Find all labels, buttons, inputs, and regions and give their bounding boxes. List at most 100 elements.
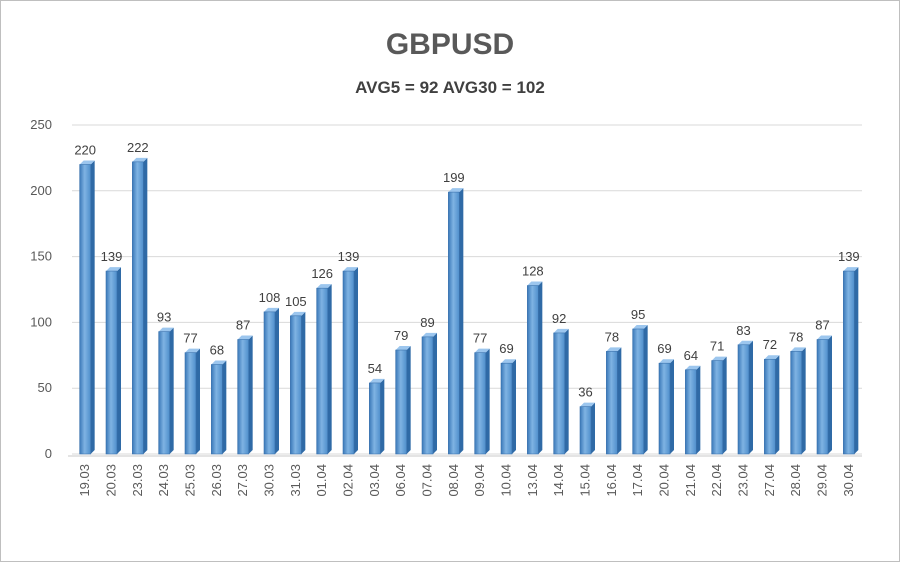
bar-front	[737, 344, 750, 455]
data-label: 199	[443, 170, 465, 185]
bar-front	[211, 364, 223, 455]
bar-front	[448, 191, 460, 455]
x-tick-label: 16.04	[604, 464, 619, 497]
bar-01.04	[316, 284, 332, 455]
data-label: 126	[311, 266, 333, 281]
bar-07.04	[421, 332, 437, 455]
x-tick-label: 23.04	[736, 464, 751, 497]
bar-front	[342, 270, 355, 455]
bar-side	[301, 311, 306, 454]
y-axis: 0 50 100 150 200 250	[30, 117, 52, 461]
data-label: 139	[838, 249, 860, 264]
bar-20.04	[658, 359, 674, 455]
y-tick-label: 100	[30, 314, 52, 329]
bar-top	[422, 332, 437, 337]
bar-front	[553, 332, 565, 455]
bar-top	[632, 324, 648, 329]
data-label: 89	[420, 315, 434, 330]
bar-front	[816, 339, 829, 455]
bar-top	[553, 328, 569, 333]
bar-side	[459, 188, 464, 454]
bar-31.03	[290, 311, 306, 455]
bar-08.04	[448, 188, 464, 455]
x-tick-label: 10.04	[499, 464, 514, 497]
x-tick-label: 21.04	[683, 464, 698, 497]
bar-side	[354, 267, 358, 454]
data-label: 69	[657, 341, 671, 356]
bar-side	[854, 267, 859, 454]
data-label: 139	[338, 249, 360, 264]
bar-top	[132, 157, 148, 162]
data-label: 69	[499, 341, 513, 356]
bar-top	[817, 335, 832, 340]
x-tick-label: 31.03	[288, 464, 303, 497]
bar-front	[369, 382, 381, 455]
x-tick-label: 23.03	[130, 464, 145, 497]
bar-side	[512, 359, 516, 454]
bar-front	[790, 351, 802, 455]
bar-side	[775, 355, 780, 454]
bar-top	[685, 365, 701, 370]
y-tick-label: 50	[38, 380, 52, 395]
bar-front	[237, 339, 249, 455]
bar-side	[169, 327, 174, 454]
x-tick-label: 02.04	[341, 464, 356, 497]
bar-17.04	[632, 324, 648, 455]
bar-front	[579, 406, 592, 455]
bar-front	[843, 270, 855, 455]
bar-front	[685, 369, 697, 455]
bar-top	[237, 335, 253, 340]
x-tick-label: 13.04	[525, 464, 540, 497]
bar-24.03	[158, 327, 174, 455]
data-label: 139	[101, 249, 123, 264]
x-tick-label: 03.04	[367, 464, 382, 497]
x-tick-label: 15.04	[578, 464, 593, 497]
bar-top	[211, 360, 227, 365]
bar-14.04	[553, 328, 569, 455]
bar-front	[290, 315, 302, 455]
bar-front	[474, 352, 486, 455]
y-tick-label: 150	[30, 249, 52, 264]
bar-front	[658, 362, 671, 455]
bar-15.04	[579, 402, 595, 455]
bar-front	[158, 331, 170, 455]
bar-19.03	[79, 160, 95, 455]
bar-side	[828, 335, 832, 454]
bar-side	[380, 378, 385, 454]
bar-28.04	[790, 347, 806, 455]
data-label: 87	[815, 318, 829, 333]
bar-side	[248, 335, 253, 454]
bar-top	[79, 160, 95, 165]
y-tick-label: 0	[45, 446, 52, 461]
bar-front	[527, 285, 539, 455]
bar-top	[790, 347, 806, 352]
data-label: 95	[631, 307, 645, 322]
data-label: 105	[285, 294, 307, 309]
x-tick-label: 08.04	[446, 464, 461, 497]
x-tick-label: 25.03	[183, 464, 198, 497]
data-label: 64	[684, 348, 698, 363]
x-tick-label: 28.04	[788, 464, 803, 497]
x-tick-label: 24.03	[156, 464, 171, 497]
bar-top	[106, 267, 121, 272]
bar-27.04	[764, 355, 780, 455]
data-label: 93	[157, 310, 171, 325]
bar-top	[659, 359, 674, 364]
bar-03.04	[369, 378, 385, 455]
bar-top	[606, 347, 622, 352]
chart-subtitle: AVG5 = 92 AVG30 = 102	[355, 78, 545, 97]
bar-front	[606, 351, 618, 455]
bar-front	[105, 270, 118, 455]
bar-09.04	[474, 348, 490, 455]
x-tick-label: 30.03	[262, 464, 277, 497]
bar-side	[406, 346, 411, 454]
data-label: 71	[710, 339, 724, 354]
x-tick-label: 26.03	[209, 464, 224, 497]
data-label: 128	[522, 264, 544, 279]
bar-23.03	[132, 157, 148, 455]
bar-top	[264, 307, 279, 312]
bar-side	[696, 365, 701, 454]
bar-23.04	[737, 340, 753, 455]
bar-top	[711, 356, 727, 361]
